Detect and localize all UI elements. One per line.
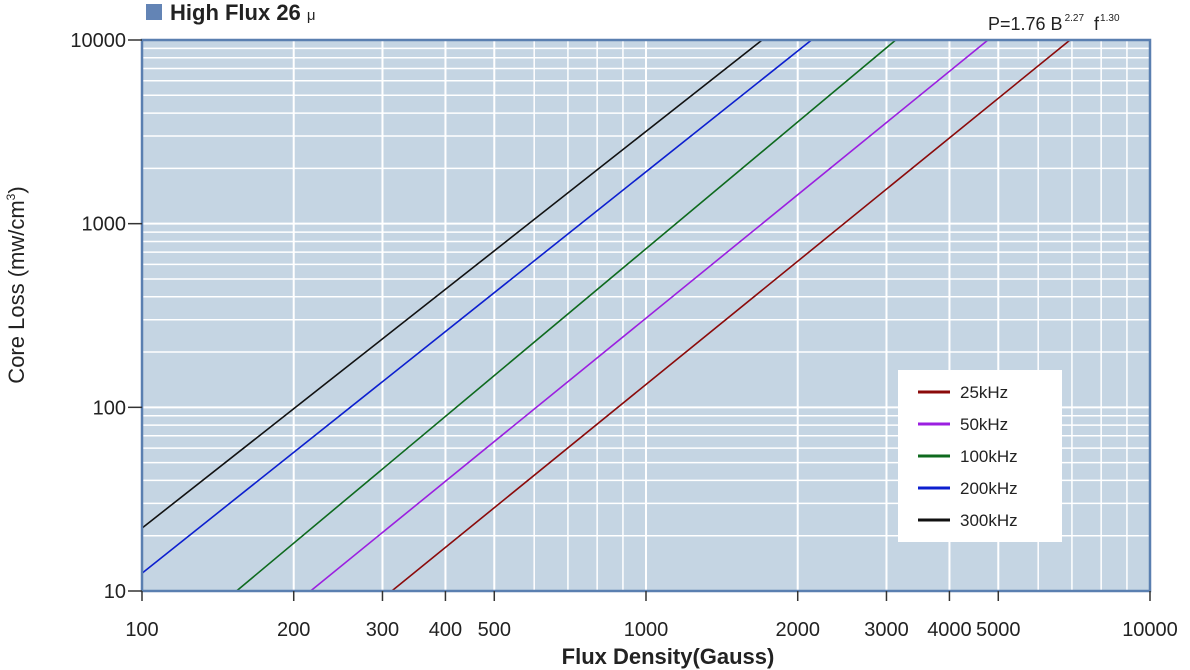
y-tick-label: 100 xyxy=(93,397,126,419)
y-tick-label: 10 xyxy=(104,581,126,603)
series-line xyxy=(391,39,1071,592)
legend-label: 100kHz xyxy=(960,447,1018,466)
legend-label: 300kHz xyxy=(960,511,1018,530)
x-tick-label: 2000 xyxy=(775,619,820,641)
y-tick-label: 1000 xyxy=(82,214,127,236)
title-marker xyxy=(146,4,162,20)
y-axis-label: Core Loss (mw/cm3) xyxy=(4,186,29,383)
chart-title: High Flux 26 μ xyxy=(170,0,316,25)
annotation: P=1.76 B 2.27 f1.30 xyxy=(988,13,1120,34)
x-tick-label: 1000 xyxy=(624,619,669,641)
title-unit: μ xyxy=(307,7,316,24)
y-label-text: Core Loss (mw/cm xyxy=(4,200,29,383)
y-tick-label: 10000 xyxy=(70,30,126,52)
x-tick-label: 200 xyxy=(277,619,310,641)
legend-label: 50kHz xyxy=(960,415,1008,434)
legend-label: 25kHz xyxy=(960,383,1008,402)
series-line xyxy=(235,39,897,592)
x-tick-label: 300 xyxy=(366,619,399,641)
y-label-end: ) xyxy=(4,186,29,193)
y-label-sup: 3 xyxy=(4,193,18,200)
x-tick-label: 4000 xyxy=(927,619,972,641)
x-tick-label: 10000 xyxy=(1122,619,1178,641)
x-tick-label: 3000 xyxy=(864,619,909,641)
series-line xyxy=(141,39,763,529)
x-axis-label: Flux Density(Gauss) xyxy=(562,644,775,669)
x-tick-label: 100 xyxy=(125,619,158,641)
formula-exp: 2.27 xyxy=(1065,13,1085,24)
series-line xyxy=(310,39,989,592)
x-tick-label: 5000 xyxy=(976,619,1021,641)
formula-f: f xyxy=(1094,14,1100,34)
legend-label: 200kHz xyxy=(960,479,1018,498)
x-tick-label: 500 xyxy=(478,619,511,641)
x-tick-label: 400 xyxy=(429,619,462,641)
series-line xyxy=(141,39,812,574)
title-text: High Flux 26 xyxy=(170,0,301,25)
formula-exp: 1.30 xyxy=(1100,13,1120,24)
formula-base: P=1.76 B xyxy=(988,14,1063,34)
